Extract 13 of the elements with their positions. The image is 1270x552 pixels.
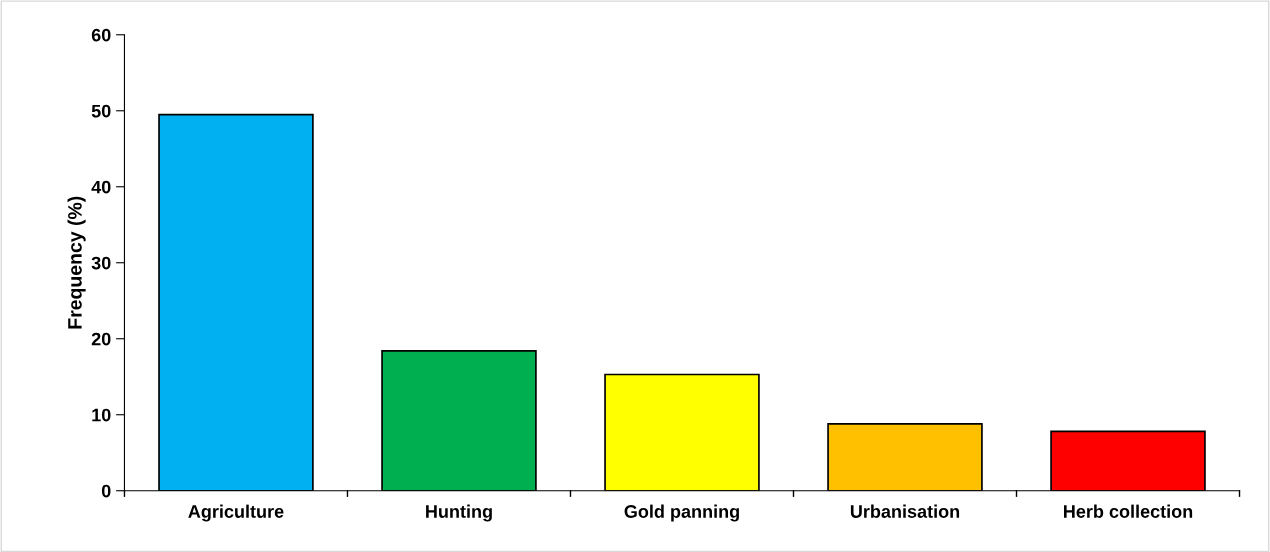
y-tick-label: 60	[91, 28, 111, 42]
y-tick-label: 50	[91, 104, 111, 118]
y-tick-label: 40	[91, 180, 111, 194]
x-tick-label: Urbanisation	[850, 504, 960, 518]
x-tick-label: Herb collection	[1064, 504, 1193, 518]
x-tick-label: Agriculture	[188, 504, 284, 522]
y-tick-label: 20	[91, 332, 111, 346]
y-tick-label: 0	[101, 484, 111, 498]
x-tick-label: Gold panning	[624, 504, 739, 522]
y-tick-label: 10	[92, 408, 111, 422]
x-tick-label: Hunting	[426, 504, 492, 522]
y-tick-label: 30	[91, 256, 111, 270]
y-axis-title: Frequency (%)	[67, 196, 86, 329]
